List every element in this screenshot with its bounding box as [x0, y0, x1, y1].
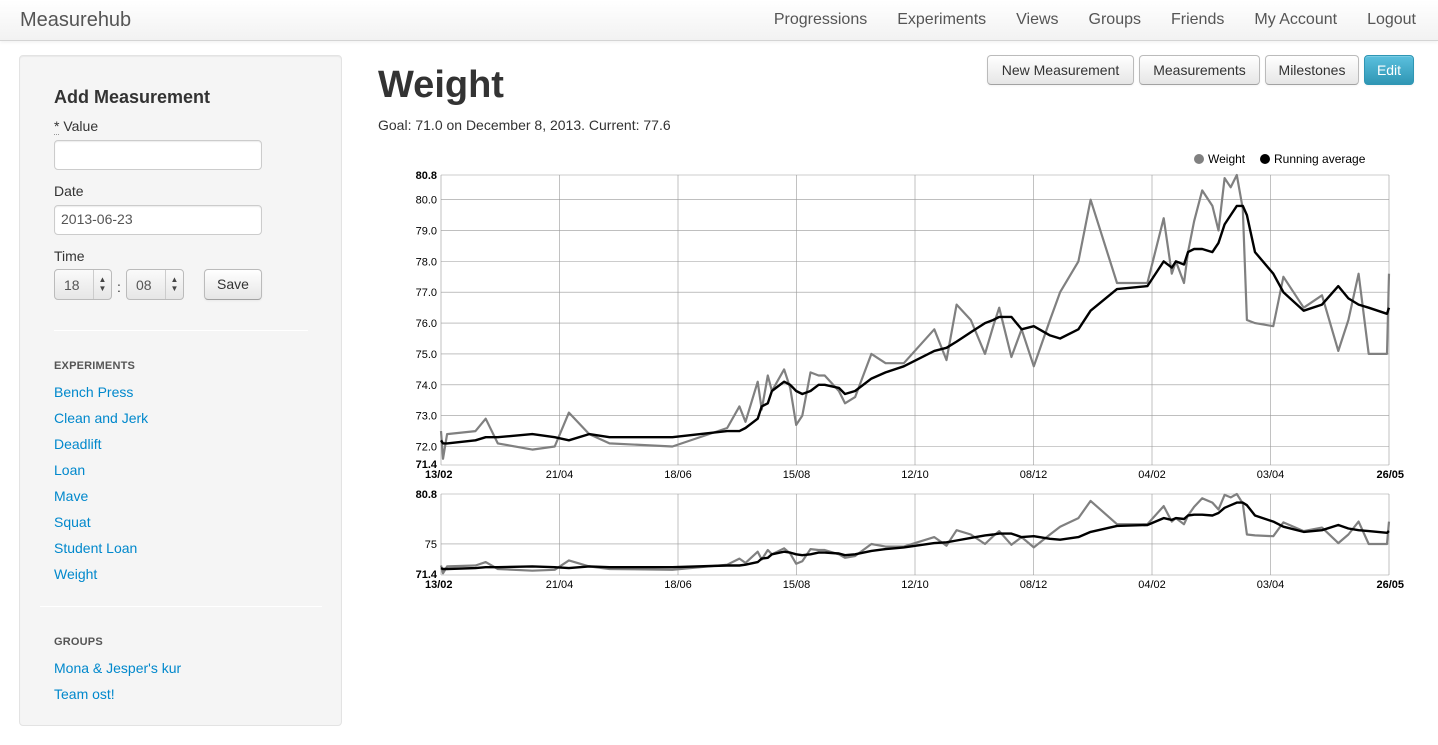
add-measurement-heading: Add Measurement — [54, 87, 211, 107]
experiment-link-weight[interactable]: Weight — [54, 566, 98, 582]
experiment-link-loan[interactable]: Loan — [54, 462, 86, 478]
nav-groups[interactable]: Groups — [1088, 11, 1141, 28]
overview-chart-y-tick-label: 80.8 — [416, 489, 437, 501]
main-chart-x-tick-label: 04/02 — [1138, 469, 1166, 481]
sidebar: Add Measurement * Value Date 2013-06-23 … — [19, 55, 342, 726]
value-label: * Value — [54, 118, 99, 135]
hour-value: 18 — [64, 277, 80, 293]
main-chart-y-tick-label: 74.0 — [416, 380, 437, 392]
main-chart-series-line-running-average — [439, 204, 1391, 445]
main-chart-y-tick-label: 80.0 — [416, 195, 437, 207]
save-button[interactable]: Save — [204, 269, 262, 300]
time-colon: : — [117, 279, 121, 295]
divider — [54, 330, 308, 331]
main-chart-x-tick-label: 08/12 — [1020, 469, 1048, 481]
edit-button[interactable]: Edit — [1364, 55, 1414, 85]
main-chart-x-tick-label: 12/10 — [901, 469, 929, 481]
divider — [40, 606, 322, 607]
milestones-button[interactable]: Milestones — [1265, 55, 1359, 85]
nav-progressions[interactable]: Progressions — [773, 11, 868, 28]
page-title: Weight — [378, 64, 504, 106]
main-chart-y-tick-label: 76.0 — [416, 318, 437, 330]
main-chart-x-tick-label: 18/06 — [664, 469, 692, 481]
required-marker: * — [54, 118, 60, 135]
overview-chart-x-tick-label: 04/02 — [1138, 579, 1166, 591]
date-input[interactable]: 2013-06-23 — [54, 205, 262, 235]
legend-label-running-average: Running average — [1274, 152, 1366, 166]
main-chart-y-tick-label: 78.0 — [416, 256, 437, 268]
minute-select[interactable]: 08 ▲ ▼ — [126, 269, 184, 300]
overview-chart-x-tick-label: 21/04 — [546, 579, 574, 591]
minute-stepper-icon: ▲ ▼ — [165, 270, 183, 299]
overview-chart-x-tick-label: 26/05 — [1376, 579, 1404, 591]
main-chart-y-tick-label: 80.8 — [416, 170, 437, 182]
overview-chart-x-tick-label: 15/08 — [783, 579, 811, 591]
nav-logout[interactable]: Logout — [1367, 11, 1416, 28]
main-chart-x-tick-label: 26/05 — [1376, 469, 1404, 481]
legend-label-weight: Weight — [1208, 152, 1246, 166]
value-input[interactable] — [54, 140, 262, 170]
main-chart-x-tick-label: 21/04 — [546, 469, 574, 481]
weight-chart: 80.8 80.0 79.0 78.0 77.0 76.0 75.0 74.0 73.0 72.0… — [416, 152, 1404, 591]
hour-stepper-icon: ▲ ▼ — [93, 270, 111, 299]
groups-list: Mona & Jesper's kur Team ost! — [54, 659, 181, 711]
experiments-heading: EXPERIMENTS — [54, 360, 136, 372]
goal-text: Goal: 71.0 on December 8, 2013. Current:… — [378, 117, 671, 133]
main-chart-y-tick-label: 72.0 — [416, 441, 437, 453]
main-chart-y-tick-label: 79.0 — [416, 226, 437, 238]
time-label: Time — [54, 248, 85, 264]
overview-chart-y-tick-label: 75 — [425, 539, 437, 551]
group-link-mona-jesper[interactable]: Mona & Jesper's kur — [54, 660, 182, 676]
experiment-link-mave[interactable]: Mave — [54, 488, 89, 504]
experiments-list: Bench Press Clean and Jerk Deadlift Loan… — [54, 383, 148, 591]
top-nav: Progressions Experiments Views Groups Fr… — [774, 11, 1416, 29]
main-chart-x-tick-label: 13/02 — [425, 469, 453, 481]
experiment-link-deadlift[interactable]: Deadlift — [54, 436, 102, 452]
group-link-team-ost[interactable]: Team ost! — [54, 686, 115, 702]
legend-marker-running-average — [1260, 154, 1270, 164]
date-label: Date — [54, 183, 84, 199]
overview-chart-x-tick-label: 03/04 — [1257, 579, 1285, 591]
main-chart-x-tick-label: 15/08 — [783, 469, 811, 481]
main-chart-y-tick-label: 75.0 — [416, 349, 437, 361]
experiment-link-squat[interactable]: Squat — [54, 514, 91, 530]
nav-experiments[interactable]: Experiments — [897, 11, 987, 28]
overview-chart-x-tick-label: 12/10 — [901, 579, 929, 591]
experiment-link-student-loan[interactable]: Student Loan — [54, 540, 138, 556]
brand-logo[interactable]: Measurehub — [20, 9, 132, 31]
main-chart-x-tick-label: 03/04 — [1257, 469, 1285, 481]
overview-chart-series-line-running-average — [440, 501, 1390, 571]
groups-heading: GROUPS — [54, 636, 103, 648]
main-chart-series-line-weight — [439, 173, 1391, 460]
overview-chart-x-tick-label: 08/12 — [1020, 579, 1048, 591]
overview-chart-x-tick-label: 18/06 — [664, 579, 692, 591]
experiment-link-bench-press[interactable]: Bench Press — [54, 384, 134, 400]
nav-views[interactable]: Views — [1016, 11, 1059, 28]
new-measurement-button[interactable]: New Measurement — [987, 55, 1134, 85]
overview-chart-y-tick-label: 71.4 — [416, 569, 438, 581]
legend-marker-weight — [1194, 154, 1204, 164]
overview-chart-x-tick-label: 13/02 — [425, 579, 453, 591]
nav-friends[interactable]: Friends — [1171, 11, 1225, 28]
navbar: Measurehub Progressions Experiments View… — [0, 0, 1438, 41]
minute-value: 08 — [136, 277, 152, 293]
experiment-link-clean-and-jerk[interactable]: Clean and Jerk — [54, 410, 149, 426]
measurements-button[interactable]: Measurements — [1139, 55, 1260, 85]
main-chart-y-tick-label: 73.0 — [416, 411, 437, 423]
hour-select[interactable]: 18 ▲ ▼ — [54, 269, 112, 300]
main-chart-y-tick-label: 71.4 — [416, 459, 438, 471]
nav-my-account[interactable]: My Account — [1254, 11, 1338, 28]
main-chart-y-tick-label: 77.0 — [416, 287, 437, 299]
